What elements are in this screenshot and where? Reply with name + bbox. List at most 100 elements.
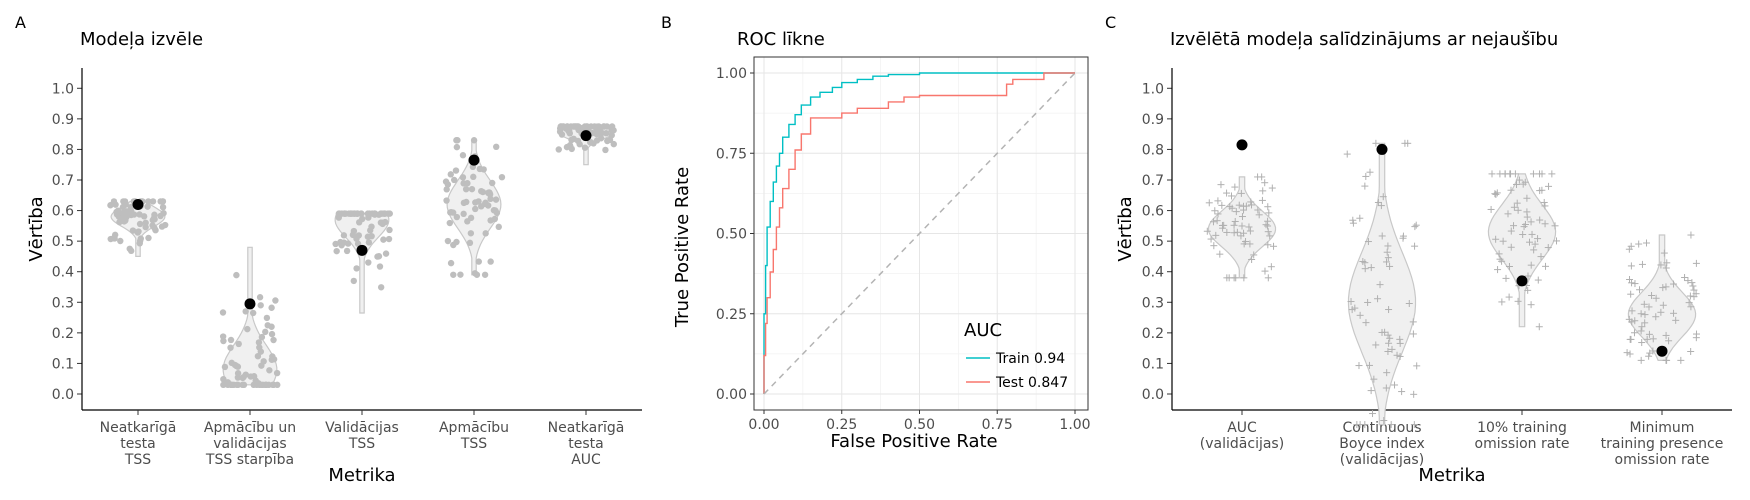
random-model-point	[1487, 205, 1495, 213]
random-model-point	[1213, 217, 1221, 225]
candidate-model-point	[491, 215, 498, 223]
x-tick-label: Apmācību	[439, 420, 509, 436]
random-model-point	[1382, 384, 1390, 392]
random-model-point	[1231, 183, 1239, 191]
x-tick-label: Apmācību un	[204, 420, 296, 436]
x-tick-label: omission rate	[1615, 452, 1710, 468]
x-tick-label: Minimum	[1630, 420, 1695, 436]
candidate-model-point	[107, 235, 114, 243]
x-tick-label: (validācijas)	[1200, 436, 1284, 452]
candidate-model-point	[255, 379, 262, 387]
candidate-model-point	[602, 146, 609, 154]
random-model-point	[1649, 335, 1657, 343]
random-model-point	[1645, 303, 1653, 311]
y-tick-label: 0.5	[1142, 234, 1164, 250]
y-tick-label: 0.00	[716, 387, 747, 403]
random-model-point	[1237, 232, 1245, 240]
candidate-model-point	[485, 189, 493, 196]
candidate-model-point	[492, 196, 500, 203]
candidate-model-point	[117, 237, 124, 245]
panel-c-title: Izvēlētā modeļa salīdzinājums ar nejaušī…	[1170, 29, 1558, 50]
legend-label-test: Test 0.847	[995, 375, 1068, 391]
random-model-point	[1524, 272, 1532, 280]
violin-shape	[1627, 234, 1697, 361]
random-model-point	[1657, 308, 1665, 316]
random-model-point	[1507, 243, 1515, 251]
candidate-model-point	[228, 359, 235, 367]
random-model-point	[1364, 238, 1372, 246]
random-model-point	[1247, 201, 1255, 209]
x-tick-label: Neatkarīgā	[548, 420, 625, 436]
candidate-model-point	[468, 185, 476, 193]
random-model-point	[1681, 274, 1689, 282]
x-tick-label: validācijas	[213, 436, 286, 452]
violin-shape	[1487, 173, 1557, 328]
candidate-model-point	[487, 258, 494, 265]
random-model-point	[1529, 170, 1537, 178]
random-model-point	[1240, 206, 1248, 214]
random-model-point	[1210, 242, 1218, 250]
candidate-model-point	[145, 234, 152, 242]
candidate-model-point	[376, 263, 384, 270]
random-model-point	[1687, 347, 1695, 355]
candidate-model-point	[487, 195, 494, 203]
panel-b-grid	[754, 57, 1088, 410]
roc-series-line-0	[763, 72, 1075, 394]
panel-a-model-selection: A Modeļa izvēle Vērtība Metrika 0.00.10.…	[15, 13, 642, 486]
panel-b-plot-area	[763, 72, 1076, 395]
random-model-point	[1636, 286, 1644, 294]
violin-shape	[334, 213, 390, 314]
random-model-point	[1519, 231, 1527, 239]
candidate-model-point	[268, 323, 275, 330]
random-model-point	[1258, 196, 1266, 204]
legend-label-train: Train 0.94	[995, 351, 1065, 367]
candidate-model-point	[337, 238, 344, 246]
candidate-model-point	[570, 135, 577, 142]
random-model-point	[1534, 235, 1542, 243]
random-model-point	[1385, 306, 1393, 314]
candidate-model-point	[364, 210, 372, 217]
candidate-model-point	[270, 336, 277, 344]
random-model-point	[1255, 211, 1263, 219]
random-model-point	[1384, 242, 1392, 250]
candidate-model-point	[359, 215, 366, 223]
random-model-point	[1264, 274, 1272, 282]
selected-model-point	[1656, 345, 1668, 357]
panel-a-x-axis-title: Metrika	[328, 465, 395, 486]
random-model-point	[1520, 223, 1528, 231]
y-tick-label: 0.0	[52, 387, 74, 403]
x-tick-label: 0.75	[982, 417, 1013, 433]
x-tick-label: Continuous	[1342, 420, 1421, 436]
y-tick-label: 0.0	[1142, 387, 1164, 403]
random-model-point	[1412, 221, 1420, 229]
candidate-model-point	[157, 212, 164, 220]
candidate-model-point	[136, 211, 143, 218]
x-tick-label: TSS	[348, 436, 375, 452]
x-tick-label: Validācijas	[325, 420, 399, 436]
random-model-point	[1545, 182, 1553, 190]
panel-a-title: Modeļa izvēle	[80, 29, 203, 50]
random-model-point	[1659, 284, 1667, 292]
random-model-point	[1214, 197, 1222, 205]
y-tick-label: 0.3	[1142, 295, 1164, 311]
random-model-point	[1223, 228, 1231, 236]
candidate-model-point	[382, 250, 390, 257]
random-model-point	[1515, 176, 1523, 184]
panel-c-tag: C	[1105, 13, 1116, 32]
random-model-point	[1386, 334, 1394, 342]
candidate-model-point	[380, 236, 387, 243]
candidate-model-point	[480, 166, 487, 173]
random-model-point	[1510, 222, 1518, 230]
random-model-point	[1267, 263, 1275, 271]
candidate-model-point	[381, 210, 389, 217]
random-model-point	[1513, 199, 1521, 207]
random-model-point	[1659, 301, 1667, 309]
y-tick-label: 0.3	[52, 295, 74, 311]
random-model-point	[1398, 388, 1406, 396]
x-tick-label: Neatkarīgā	[100, 420, 177, 436]
random-model-point	[1380, 417, 1388, 425]
random-model-point	[1637, 310, 1645, 318]
random-model-point	[1626, 276, 1634, 284]
selected-model-point	[1516, 275, 1528, 287]
y-tick-label: 1.0	[1142, 81, 1164, 97]
